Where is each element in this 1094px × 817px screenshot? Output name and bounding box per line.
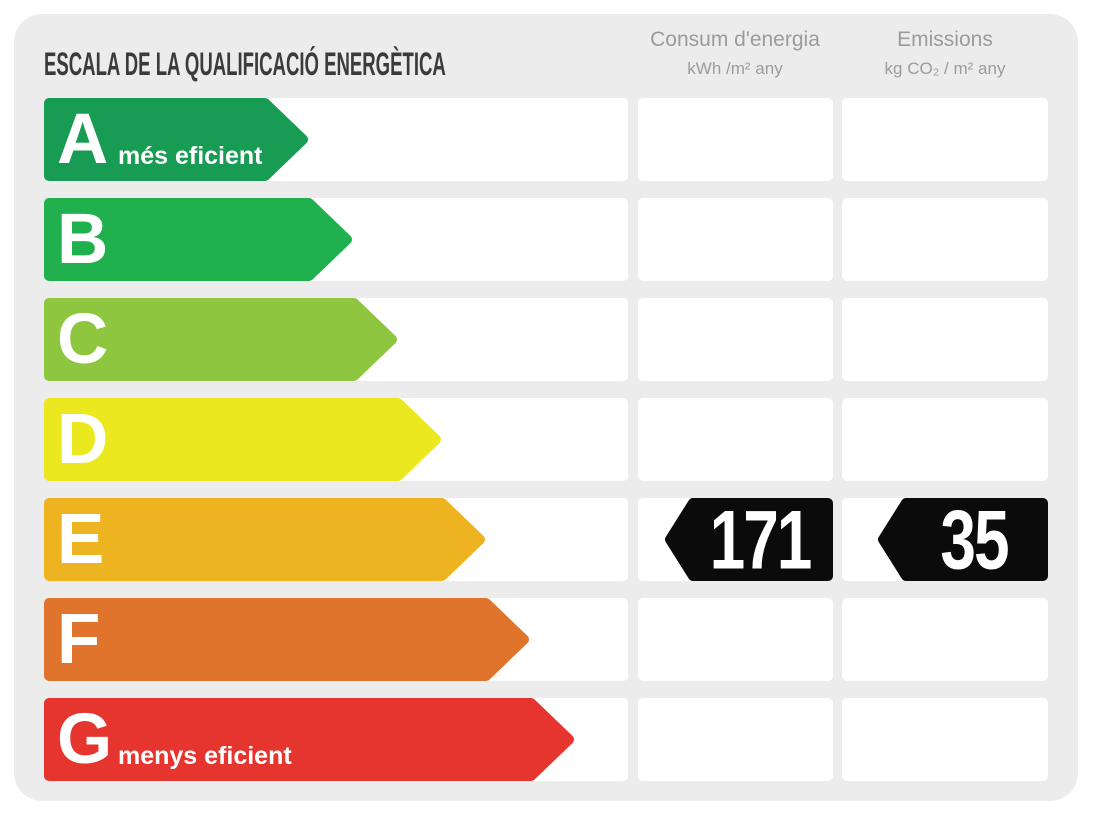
scale-track-e: E — [44, 498, 628, 581]
page-title: ESCALA DE LA QUALIFICACIÓ ENERGÈTICA — [44, 46, 446, 82]
efficiency-label-a: més eficient — [118, 142, 263, 170]
consumption-cell-f — [638, 598, 833, 681]
scale-track-c: C — [44, 298, 628, 381]
consumption-cell-a — [638, 98, 833, 181]
energy-rating-card: ESCALA DE LA QUALIFICACIÓ ENERGÈTICA Con… — [14, 14, 1078, 801]
consumption-rating-arrow: 171 — [665, 498, 833, 581]
emissions-column-header: Emissions kg CO₂ / m² any — [825, 28, 1065, 79]
grade-letter-d: D — [57, 400, 109, 479]
emissions-rating-value-wrap: 35 — [904, 498, 1044, 581]
scale-track-g: G menys eficient — [44, 698, 628, 781]
emissions-cell-c — [842, 298, 1048, 381]
grade-arrow-d — [44, 398, 441, 481]
emissions-cell-e: 35 — [842, 498, 1048, 581]
scale-row-b: B — [14, 198, 1078, 281]
scale-row-a: A més eficient — [14, 98, 1078, 181]
grade-letter-e: E — [57, 500, 105, 579]
consumption-cell-e: 171 — [638, 498, 833, 581]
grade-letter-g: G — [57, 700, 113, 779]
grade-arrow-a — [44, 98, 308, 181]
emissions-column-unit: kg CO₂ / m² any — [884, 59, 1006, 78]
consumption-cell-b — [638, 198, 833, 281]
emissions-cell-a — [842, 98, 1048, 181]
scale-row-f: F — [14, 598, 1078, 681]
grade-letter-b: B — [57, 200, 109, 279]
emissions-column-title: Emissions — [897, 28, 993, 51]
grade-letter-a: A — [57, 100, 109, 179]
consumption-cell-d — [638, 398, 833, 481]
emissions-rating-value: 35 — [940, 492, 1009, 587]
emissions-arrow-icon — [878, 498, 1048, 581]
consumption-column-header: Consum d'energia kWh /m² any — [615, 28, 855, 79]
grade-arrow-b — [44, 198, 352, 281]
consumption-column-unit: kWh /m² any — [687, 59, 783, 78]
consumption-cell-c — [638, 298, 833, 381]
efficiency-label-g: menys eficient — [118, 742, 292, 770]
emissions-cell-f — [842, 598, 1048, 681]
scale-track-d: D — [44, 398, 628, 481]
emissions-cell-d — [842, 398, 1048, 481]
scale-row-d: D — [14, 398, 1078, 481]
emissions-cell-b — [842, 198, 1048, 281]
scale-track-b: B — [44, 198, 628, 281]
grade-arrow-c — [44, 298, 397, 381]
emissions-cell-g — [842, 698, 1048, 781]
consumption-arrow-icon — [665, 498, 833, 581]
consumption-rating-value-wrap: 171 — [691, 498, 829, 581]
scale-row-c: C — [14, 298, 1078, 381]
grade-letter-c: C — [57, 300, 109, 379]
emissions-rating-arrow: 35 — [878, 498, 1048, 581]
scale-row-e: E 171 35 — [14, 498, 1078, 581]
grade-arrow-f — [44, 598, 529, 681]
scale-track-a: A més eficient — [44, 98, 628, 181]
scale-row-g: G menys eficient — [14, 698, 1078, 781]
scale-track-f: F — [44, 598, 628, 681]
consumption-cell-g — [638, 698, 833, 781]
consumption-rating-value: 171 — [709, 492, 813, 587]
grade-letter-f: F — [57, 600, 101, 679]
grade-arrow-g — [44, 698, 574, 781]
consumption-column-title: Consum d'energia — [650, 28, 820, 51]
grade-arrow-e — [44, 498, 485, 581]
